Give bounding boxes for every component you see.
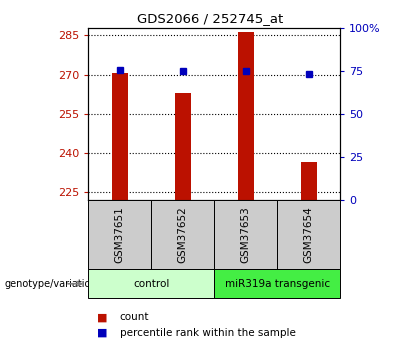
Text: count: count: [120, 313, 149, 322]
Text: genotype/variation: genotype/variation: [4, 279, 97, 289]
Text: ■: ■: [97, 328, 107, 338]
Bar: [112, 73, 128, 200]
Text: control: control: [133, 279, 169, 289]
Text: GSM37651: GSM37651: [115, 206, 125, 263]
Text: GSM37654: GSM37654: [304, 206, 314, 263]
Bar: [238, 31, 254, 200]
Bar: [175, 93, 191, 200]
Text: GSM37653: GSM37653: [241, 206, 251, 263]
Text: GDS2066 / 252745_at: GDS2066 / 252745_at: [137, 12, 283, 25]
Text: ■: ■: [97, 313, 107, 322]
Text: miR319a transgenic: miR319a transgenic: [225, 279, 330, 289]
Text: GSM37652: GSM37652: [178, 206, 188, 263]
Bar: [301, 162, 317, 200]
Text: percentile rank within the sample: percentile rank within the sample: [120, 328, 296, 338]
